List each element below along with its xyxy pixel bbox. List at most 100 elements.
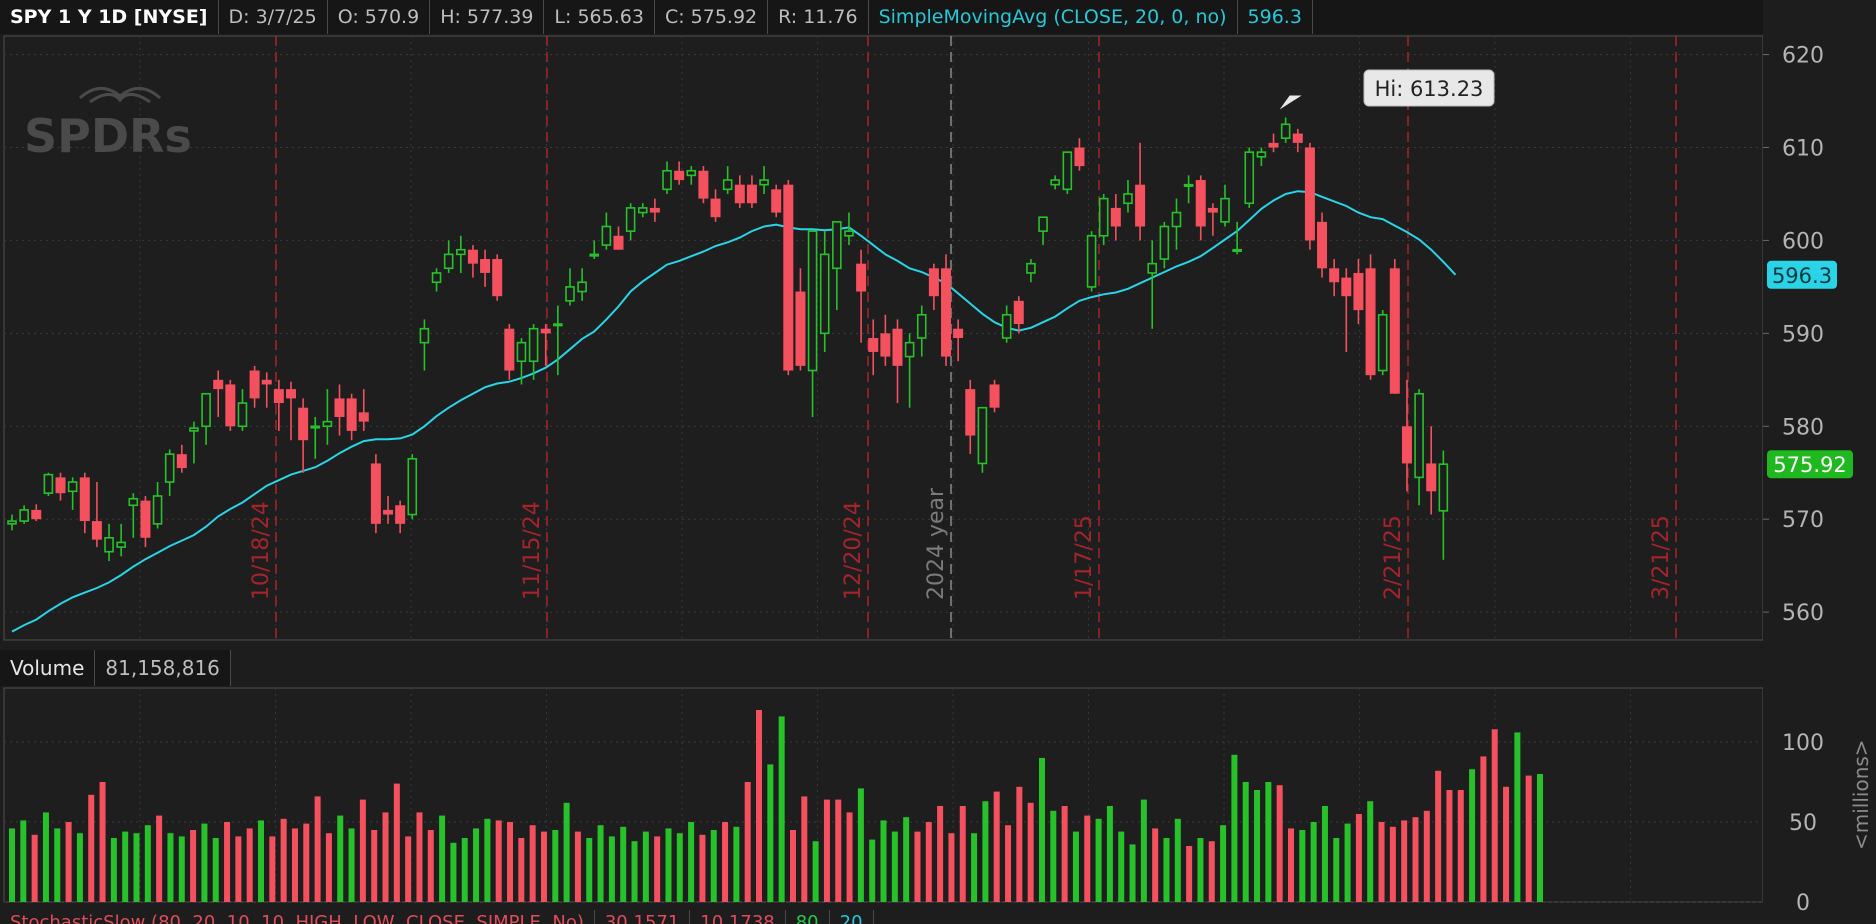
date-labels: 10/18/24 11/15/24 12/20/24 1/17/25 2/21/25 3/… bbox=[249, 487, 1674, 600]
volume-bar bbox=[688, 822, 695, 902]
volume-bar bbox=[1129, 844, 1136, 902]
candle bbox=[1401, 379, 1412, 492]
volume-label[interactable]: Volume bbox=[0, 650, 96, 686]
candle-body bbox=[43, 473, 54, 494]
volume-bar bbox=[427, 830, 434, 902]
volume-bar bbox=[1208, 841, 1215, 902]
date-readout: D: 3/7/25 bbox=[219, 0, 328, 34]
candle-body bbox=[892, 328, 903, 366]
candle bbox=[456, 235, 466, 273]
stochastic-v1: 30.1571 bbox=[595, 910, 691, 924]
candle bbox=[916, 305, 927, 357]
candle-body bbox=[698, 170, 709, 199]
volume-axis[interactable]: 0 50 100 <millions> bbox=[1782, 731, 1873, 916]
volume-bar bbox=[801, 796, 808, 902]
candle bbox=[746, 175, 757, 208]
volume-bar bbox=[99, 782, 106, 902]
candle bbox=[116, 523, 126, 557]
candle bbox=[1256, 147, 1267, 167]
volume-bar bbox=[1446, 790, 1453, 902]
candle-body bbox=[1232, 248, 1242, 253]
candle bbox=[953, 319, 964, 362]
volume-bar bbox=[178, 836, 185, 902]
candle bbox=[322, 389, 333, 445]
volume-bar bbox=[280, 818, 287, 902]
candle bbox=[152, 482, 163, 529]
volume-bar bbox=[869, 839, 876, 902]
candle bbox=[419, 319, 430, 371]
volume-bar bbox=[1095, 818, 1102, 902]
candle bbox=[1244, 147, 1255, 208]
stochastic-label[interactable]: StochasticSlow (80, 20, 10, 10, HIGH, LO… bbox=[0, 910, 595, 924]
volume-bar bbox=[846, 812, 853, 902]
candle bbox=[1438, 450, 1449, 560]
candle bbox=[189, 421, 199, 464]
volume-bar bbox=[891, 831, 898, 902]
candle bbox=[1329, 259, 1340, 297]
candle-body bbox=[941, 268, 952, 357]
spdrs-logo-text: SPDRs bbox=[24, 109, 192, 158]
candle bbox=[1183, 175, 1194, 204]
volume-bar bbox=[1061, 806, 1068, 902]
hi-callout-text: Hi: 613.23 bbox=[1375, 77, 1484, 101]
candle bbox=[807, 230, 818, 417]
sma-study-label[interactable]: SimpleMovingAvg (CLOSE, 20, 0, no) bbox=[869, 0, 1238, 34]
volume-bar bbox=[1525, 775, 1532, 902]
candle bbox=[795, 268, 806, 371]
candle-body bbox=[759, 179, 769, 186]
candle-body bbox=[67, 481, 78, 493]
volume-bar bbox=[269, 836, 276, 902]
candle bbox=[1135, 142, 1146, 241]
volume-bar bbox=[620, 826, 627, 902]
volume-bar bbox=[812, 841, 819, 902]
candle-body bbox=[722, 179, 733, 191]
price-axis[interactable]: 560 570 580 590 600 610 620 596.3 575.92 bbox=[1763, 0, 1876, 924]
candle-body bbox=[771, 189, 782, 213]
volume-bar bbox=[540, 831, 547, 902]
volume-bar bbox=[325, 833, 332, 902]
candle bbox=[1123, 180, 1133, 213]
volume-bar bbox=[359, 799, 366, 902]
candle bbox=[1280, 117, 1291, 143]
candle-body bbox=[1329, 268, 1340, 283]
sma-value-tag bbox=[1767, 260, 1837, 289]
candle-body bbox=[91, 521, 102, 540]
hi-callout-box bbox=[1363, 69, 1495, 107]
candles bbox=[7, 117, 1449, 562]
candle bbox=[370, 454, 381, 534]
candle-body bbox=[249, 370, 260, 399]
volume-bar bbox=[1140, 799, 1147, 902]
volume-tick-label: 50 bbox=[1789, 811, 1817, 836]
candle-body bbox=[19, 509, 29, 522]
date-label: 11/15/24 bbox=[520, 501, 545, 600]
candle-body bbox=[443, 253, 454, 270]
candle-body bbox=[504, 328, 515, 371]
candle-body bbox=[577, 281, 587, 293]
volume-bar bbox=[1084, 815, 1091, 902]
low-readout: L: 565.63 bbox=[544, 0, 655, 34]
volume-bar bbox=[20, 820, 27, 902]
candle bbox=[273, 379, 284, 431]
volume-bar bbox=[1514, 732, 1521, 902]
candle-body bbox=[31, 509, 42, 520]
open-readout: O: 570.9 bbox=[328, 0, 431, 34]
symbol-label[interactable]: SPY 1 Y 1D [NYSE] bbox=[0, 0, 219, 34]
volume-unit-label: <millions> bbox=[1849, 739, 1873, 850]
candle bbox=[868, 319, 879, 376]
volume-bar bbox=[1378, 822, 1385, 902]
volume-bar bbox=[914, 831, 921, 902]
candle-body bbox=[1365, 268, 1376, 376]
candle bbox=[1220, 184, 1230, 227]
volume-bar bbox=[1163, 838, 1170, 902]
candle bbox=[1232, 221, 1242, 255]
volume-bar bbox=[110, 838, 117, 902]
candle-body bbox=[1110, 207, 1121, 227]
candle-body bbox=[674, 170, 685, 181]
range-readout: R: 11.76 bbox=[768, 0, 869, 34]
candle bbox=[856, 249, 867, 343]
candle-body bbox=[819, 253, 830, 335]
volume-tick-label: 100 bbox=[1782, 731, 1824, 756]
candle bbox=[176, 444, 187, 473]
volume-bar bbox=[665, 828, 672, 902]
